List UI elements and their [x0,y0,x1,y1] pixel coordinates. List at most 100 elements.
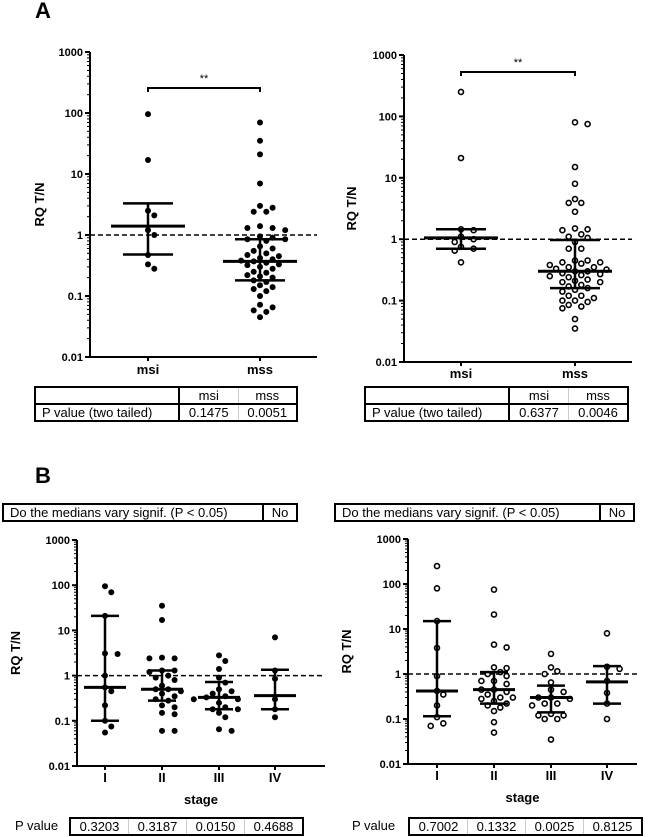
data-point [503,672,510,680]
data-point [159,727,165,734]
y-tick-label: 0.01 [49,761,70,773]
data-point [222,658,229,665]
data-point [577,303,585,310]
y-tick-label: 100 [383,579,401,591]
data-point [152,674,159,681]
data-point [535,712,542,719]
data-point [257,180,263,187]
y-tick-label: 0.01 [376,357,397,369]
data-point [275,253,282,260]
data-point [114,651,121,658]
data-point [559,278,566,286]
data-point [577,271,585,279]
data-point [244,272,251,279]
data-point [282,227,289,234]
significance-bracket [460,71,576,76]
row-label: P value (two tailed) [364,403,510,422]
p-value: 0.0025 [524,817,584,836]
data-point [571,180,579,188]
x-tick-label: I [103,770,107,785]
data-point [503,644,510,651]
data-point [257,293,263,299]
data-point [257,119,263,126]
data-point [560,688,567,696]
data-point [584,120,591,128]
data-point [108,723,115,730]
chart-a-left: 0.01 0.1 1 10 100 1000 RQ T/N msi mss ** [32,47,317,377]
col-header: msi [508,386,569,405]
p-value: 0.0150 [185,817,245,836]
data-point [565,233,573,240]
data-point [565,292,573,300]
data-point [553,715,561,723]
data-point [165,672,172,679]
data-point [577,292,585,300]
data-point [478,677,485,685]
col-header: mss [568,386,629,405]
data-point [257,233,263,240]
data-point [216,652,222,659]
y-tick-label: 0.1 [386,714,401,726]
data-point [490,729,498,736]
question: Do the medians vary signif. (P < 0.05) [2,503,264,522]
data-point [145,156,151,163]
pvalue-label: P value [15,818,59,833]
data-point [275,261,282,268]
data-point [151,212,158,219]
data-point [171,655,178,662]
panel-label-b: B [35,463,51,488]
pvalue-table-a-left: msi mss P value (two tailed) 0.1475 0.0051 [34,386,298,422]
data-point [171,727,178,734]
data-point [263,288,270,295]
answer: No [262,503,298,522]
data-point [528,702,536,709]
data-point [244,225,251,232]
data-point [541,670,549,678]
data-point [159,702,165,709]
data-point [565,273,573,281]
data-point [263,308,270,315]
data-point [596,259,604,266]
data-point [541,715,549,723]
data-point [584,225,591,233]
data-point [171,693,178,700]
x-tick-label: msi [450,366,472,381]
data-point [577,281,585,289]
x-tick-label: IV [269,770,282,785]
x-axis-label: stage [506,790,540,805]
data-point [584,276,591,283]
data-point [151,265,158,272]
data-point [257,314,263,321]
x-tick-label: mss [247,362,273,377]
y-tick-label: 0.01 [380,759,401,771]
data-point [216,726,222,733]
x-tick-label: I [435,768,439,783]
data-point [559,304,566,312]
data-point [159,654,165,661]
data-point [603,715,611,723]
data-point [269,304,276,311]
data-point [559,259,566,266]
data-point [490,611,498,618]
data-point [228,688,235,695]
significance-label: ** [514,57,523,69]
data-point [171,711,178,718]
data-point [571,225,579,232]
p-value: 0.3203 [69,817,130,836]
data-point [269,204,276,211]
data-point [272,714,278,721]
data-point [234,706,241,713]
data-point [145,261,151,268]
data-point [159,616,165,623]
data-point [244,252,251,259]
data-point [263,208,270,215]
data-point [282,236,289,243]
data-point [257,301,263,308]
panel-label-a: A [35,0,51,23]
col-header: msi [178,386,239,405]
x-tick-label: mss [562,366,588,381]
data-point [216,665,222,672]
